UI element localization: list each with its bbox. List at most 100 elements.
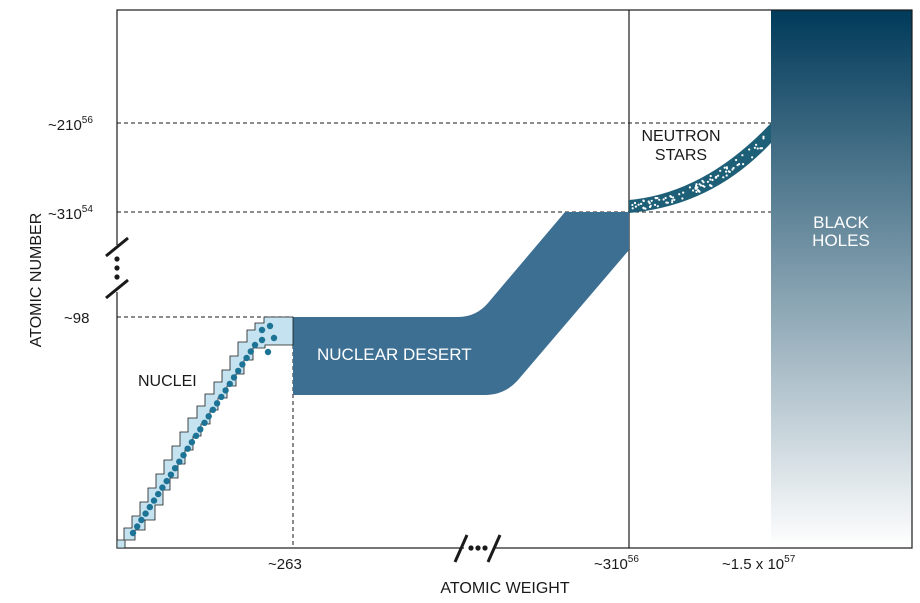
nuclear-desert-band — [293, 212, 629, 395]
neutron-speckle — [650, 199, 653, 202]
neutron-speckle — [728, 170, 731, 173]
neutron-speckle — [681, 197, 684, 200]
neutron-speckle — [692, 189, 695, 192]
nucleus-dot — [243, 354, 250, 362]
neutron-speckle — [711, 178, 714, 182]
nucleus-dot — [129, 529, 137, 537]
nucleus-dot — [270, 334, 278, 342]
x-axis-title: ATOMIC WEIGHT — [440, 580, 569, 597]
neutron-speckle — [631, 203, 634, 207]
neutron-speckle — [725, 167, 729, 170]
y-axis-title: ATOMIC NUMBER — [28, 213, 45, 348]
neutron-speckle — [631, 207, 634, 210]
neutron-speckle — [653, 203, 657, 206]
neutron-speckle — [762, 137, 765, 140]
nucleus-dot — [138, 516, 145, 524]
neutron-speckle — [710, 184, 713, 188]
neutron-speckle — [742, 163, 745, 166]
nucleus-dot — [176, 458, 183, 465]
neutron-speckle — [719, 169, 722, 172]
neutron-speckle — [735, 158, 738, 162]
nucleus-dot — [226, 380, 233, 388]
x-tick-label: ~31056 — [594, 554, 639, 573]
nucleus-dot — [266, 322, 274, 330]
neutron-speckle — [642, 206, 645, 209]
neutron-speckle — [755, 143, 758, 146]
neutron-speckle — [696, 186, 699, 189]
nucleus-dot — [159, 484, 166, 491]
neutron-speckle — [756, 147, 759, 150]
y-axis-break — [105, 236, 129, 300]
black-holes-region — [771, 10, 912, 548]
nucleus-dot — [188, 439, 196, 446]
nucleus-dot — [218, 393, 225, 401]
neutron-speckle — [678, 193, 681, 196]
neutron-speckle — [717, 174, 720, 177]
neutron-speckle — [725, 170, 728, 173]
neutron-speckle — [706, 180, 710, 183]
neutron-speckle — [633, 201, 637, 205]
nucleus-dot — [258, 336, 266, 344]
neutron-speckle — [698, 190, 701, 193]
neutron-speckle — [748, 148, 751, 151]
neutron-speckle — [715, 176, 718, 179]
y-tick-label: ~31054 — [48, 204, 93, 223]
neutron-speckle — [723, 166, 726, 169]
neutron-speckle — [699, 184, 703, 187]
nucleus-dot — [142, 510, 149, 517]
nucleus-dot — [171, 465, 179, 472]
neutron-speckle — [672, 196, 675, 199]
x-axis-break — [453, 534, 502, 563]
neutron-speckle — [665, 201, 668, 204]
neutron-speckle — [658, 198, 661, 201]
neutron-speckle — [709, 178, 712, 181]
nucleus-dot — [134, 523, 141, 530]
neutron-speckle — [695, 183, 698, 186]
neutron-speckle — [648, 202, 651, 205]
x-tick-label: ~263 — [268, 556, 302, 573]
neutron-speckle — [688, 186, 692, 189]
neutron-speckle — [762, 135, 765, 138]
nucleus-dot — [251, 341, 259, 349]
nucleus-dot — [192, 432, 200, 439]
nuclear-desert-label: NUCLEAR DESERT — [317, 345, 472, 364]
neutron-speckle — [701, 179, 704, 182]
nucleus-dot — [155, 490, 162, 498]
neutron-speckle — [673, 198, 676, 201]
neutron-speckle — [703, 185, 706, 188]
nucleus-dot — [146, 503, 153, 511]
neutron-speckle — [637, 203, 640, 206]
neutron-speckle — [644, 207, 647, 210]
neutron-star-band — [629, 123, 771, 213]
neutron-speckle — [709, 174, 712, 178]
neutron-speckle — [759, 147, 762, 150]
nucleus-dot — [167, 471, 175, 478]
nucleus-dot — [150, 497, 158, 504]
nucleus-dot — [180, 452, 187, 459]
nucleus-dot — [264, 348, 272, 356]
nuclei-dots — [129, 322, 278, 537]
nucleus-dot — [230, 374, 238, 381]
nucleus-dot — [197, 426, 204, 433]
y-tick-label: ~21056 — [48, 115, 93, 134]
neutron-speckle — [654, 196, 657, 200]
nucleus-dot — [247, 348, 254, 355]
neutron-speckle — [664, 196, 667, 200]
nucleus-dot — [163, 477, 170, 485]
neutron-speckle — [753, 146, 757, 149]
neutron-speckle — [656, 205, 659, 208]
neutron-speckle — [695, 190, 698, 193]
nucleus-dot — [222, 387, 229, 394]
nucleus-dot — [239, 361, 246, 368]
nucleus-dot — [209, 406, 217, 413]
neutron-speckle — [671, 201, 674, 204]
neutron-speckle — [736, 164, 739, 167]
nucleus-dot — [213, 400, 221, 407]
black-holes-label-line1: BLACK — [813, 213, 869, 232]
nucleus-dot — [205, 413, 212, 420]
neutron-speckle — [696, 189, 700, 192]
neutron-speckle — [682, 191, 685, 194]
neutron-speckle — [670, 195, 673, 198]
neutron-stars-label-line1: NEUTRON — [641, 128, 720, 145]
